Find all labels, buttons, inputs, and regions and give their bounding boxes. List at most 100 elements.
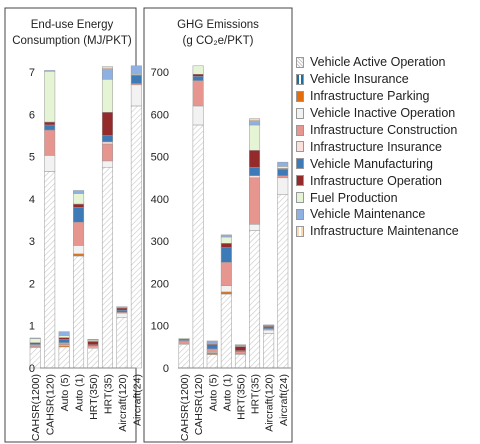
bar-segment (29, 344, 41, 348)
y-tick-label: 400 (151, 194, 169, 206)
bar-segment (220, 243, 232, 248)
x-tick-label: Auto (1) (74, 374, 86, 411)
y-tick-label: 0 (29, 363, 35, 375)
bar-segment (249, 118, 261, 121)
legend-label: Vehicle Insurance (310, 72, 409, 87)
bar-segment (130, 65, 142, 75)
bar-segment (249, 224, 261, 231)
bar-segment (44, 155, 56, 172)
x-tick-label: CAHSR(120) (45, 374, 57, 435)
bar-segment (263, 326, 275, 329)
bar-segment (192, 105, 204, 126)
bar-segment (101, 143, 113, 162)
y-tick-label: 3 (29, 236, 35, 248)
y-tick-label: 1 (29, 321, 35, 333)
y-tick-label: 6 (29, 109, 35, 121)
ghg-y-ticks: 0 100 200 300 400 500 600 700 (151, 67, 169, 375)
energy-panel: End-use Energy Consumption (MJ/PKT) 0 1 2 3… (4, 7, 143, 443)
bar-segment (73, 245, 85, 255)
legend-label: Vehicle Maintenance (310, 207, 426, 222)
y-tick-label: 0 (163, 363, 169, 375)
bar-segment (206, 354, 218, 369)
bar-segment (101, 112, 113, 136)
legend-swatch (296, 175, 304, 187)
y-tick-label: 7 (29, 67, 35, 79)
legend-swatch (296, 141, 304, 153)
bar-segment (220, 285, 232, 293)
bar-segment (73, 253, 85, 257)
bar-segment (192, 76, 204, 81)
bar-segment (220, 247, 232, 263)
bar-segment (44, 129, 56, 156)
legend-item: Fuel Production (296, 189, 478, 206)
bar-segment (130, 105, 142, 369)
ghg-title-line2: (g CO₂e/PKT) (183, 35, 254, 47)
x-tick-label: Auto (5) (207, 374, 219, 411)
bar-segment (44, 121, 56, 126)
legend-swatch (296, 107, 304, 119)
bar-segment (249, 230, 261, 369)
bar-segment (58, 331, 70, 336)
bar-segment (220, 293, 232, 369)
bar-segment (58, 342, 70, 346)
bar-segment (101, 160, 113, 168)
bar-segment (101, 68, 113, 80)
ghg-panel-frame (143, 7, 293, 443)
bar-segment (277, 194, 289, 369)
bar-segment (263, 324, 275, 326)
bar-segment (249, 124, 261, 151)
energy-title-line1: End-use Energy (31, 19, 114, 31)
bar-segment (58, 346, 70, 369)
x-tick-label: Aircraft(120) (264, 374, 276, 432)
bar-segment (206, 340, 218, 344)
bar-segment (87, 341, 99, 345)
ghg-x-ticks: CAHSR(1200) CAHSR(120) Auto (5) Auto (1) HRT… (179, 374, 290, 441)
legend-item: Infrastructure Insurance (296, 138, 478, 155)
bar-segment (101, 66, 113, 69)
bar-segment (58, 339, 70, 343)
energy-y-ticks: 0 1 2 3 4 5 6 7 (29, 67, 35, 375)
bar-segment (87, 339, 99, 341)
legend-item: Vehicle Manufacturing (296, 155, 478, 172)
legend-item: Vehicle Active Operation (296, 54, 478, 71)
bar-segment (73, 193, 85, 205)
ghg-title-line1: GHG Emissions (177, 19, 259, 31)
x-tick-label: HRT(350) (88, 374, 100, 420)
bar-segment (58, 337, 70, 340)
bar-segment (263, 333, 275, 369)
y-tick-label: 4 (29, 194, 35, 206)
x-tick-label: Aircraft(24) (131, 374, 143, 426)
legend-item: Infrastructure Maintenance (296, 223, 478, 240)
bar-segment (44, 70, 56, 72)
legend-swatch (296, 56, 304, 68)
bar-segment (116, 309, 128, 313)
bar-segment (73, 190, 85, 194)
bar-segment (29, 338, 41, 343)
bar-segment (206, 344, 218, 350)
y-tick-label: 200 (151, 278, 169, 290)
x-tick-label: CAHSR(120) (193, 374, 205, 435)
legend-item: Vehicle Maintenance (296, 206, 478, 223)
bar-segment (29, 337, 41, 339)
x-tick-label: Auto (5) (59, 374, 71, 411)
bar-segment (234, 346, 246, 351)
bar-segment (178, 344, 190, 369)
bar-segment (206, 348, 218, 353)
chart-legend: Vehicle Active Operation Vehicle Insuranc… (296, 54, 478, 240)
bar-segment (101, 79, 113, 113)
bar-segment (234, 351, 246, 354)
legend-label: Fuel Production (310, 190, 398, 205)
energy-bars (29, 65, 142, 369)
bar-segment (101, 166, 113, 369)
x-tick-label: CAHSR(1200) (179, 374, 191, 441)
bar-segment (192, 124, 204, 369)
x-tick-label: CAHSR(1200) (30, 374, 42, 441)
bar-segment (178, 338, 190, 340)
bar-segment (44, 171, 56, 369)
bar-segment (192, 80, 204, 107)
y-tick-label: 600 (151, 109, 169, 121)
y-tick-label: 100 (151, 321, 169, 333)
bar-segment (130, 84, 142, 107)
bar-segment (234, 354, 246, 369)
bar-segment (249, 120, 261, 126)
